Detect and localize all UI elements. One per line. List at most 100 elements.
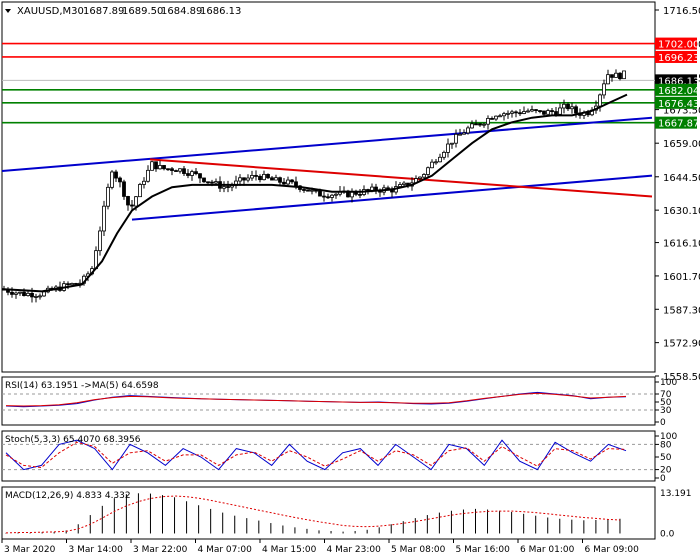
macd-label: MACD(12,26,9) 4.833 4.332 xyxy=(5,491,131,501)
candle-body xyxy=(162,165,166,170)
candle-body xyxy=(258,175,262,181)
candle-body xyxy=(194,171,198,175)
level-tag xyxy=(655,96,697,109)
axis-tick-label: 70 xyxy=(660,390,672,400)
time-tick-label: 3 Mar 22:00 xyxy=(133,545,188,555)
candle-body xyxy=(246,177,250,181)
level-tag xyxy=(655,37,697,50)
candle-body xyxy=(498,115,502,118)
candle-body xyxy=(322,195,326,198)
candle-body xyxy=(110,171,114,188)
price-tick-label: 1630.10 xyxy=(663,206,700,217)
candle-body xyxy=(402,182,406,185)
level-tag xyxy=(655,74,697,87)
candle-body xyxy=(26,292,30,297)
candle-body xyxy=(566,103,570,110)
rsi-lines xyxy=(5,391,627,408)
level-tag-label: 1682.04 xyxy=(658,86,699,97)
candle-body xyxy=(198,173,202,179)
level-tag xyxy=(655,83,697,96)
price-tick-label: 1558.50 xyxy=(663,372,700,383)
level-tag-label: 1667.87 xyxy=(658,119,699,130)
candle-body xyxy=(138,184,142,198)
candle-body xyxy=(446,143,450,153)
candle-body xyxy=(14,292,18,295)
candle-body xyxy=(438,156,442,163)
rsi-label: RSI(14) 63.1951 ->MA(5) 64.6598 xyxy=(5,381,159,391)
price-tick-label: 1673.50 xyxy=(663,106,700,117)
candle-body xyxy=(386,187,390,190)
candle-body xyxy=(206,181,210,184)
axis-tick-label: 80 xyxy=(660,440,672,450)
macd-signal-line xyxy=(5,495,621,534)
axis-tick-label: 0.0 xyxy=(660,529,675,539)
price-tick-label: 1644.50 xyxy=(663,173,700,184)
candle-body xyxy=(302,189,306,191)
candle-body xyxy=(202,177,206,183)
candle-body xyxy=(126,196,130,206)
candle-body xyxy=(514,111,518,114)
candle-body xyxy=(502,113,506,117)
ohlc-high: 1689.50 xyxy=(122,6,163,17)
candle-body xyxy=(458,133,462,136)
level-tag-label: 1696.23 xyxy=(658,53,699,64)
chart-header: XAUUSD,M30 1687.89 1689.50 1684.89 1686.… xyxy=(5,6,241,17)
candle-body xyxy=(142,180,146,185)
candle-body xyxy=(286,179,290,185)
panel-frame xyxy=(1,376,656,426)
time-tick-label: 5 Mar 16:00 xyxy=(456,545,511,555)
price-tick-label: 1616.10 xyxy=(663,239,700,250)
time-tick-label: 4 Mar 07:00 xyxy=(198,545,253,555)
candle-body xyxy=(494,115,498,120)
candle-body xyxy=(278,177,282,183)
candle-body xyxy=(426,167,430,175)
candle-body xyxy=(34,296,38,298)
candle-body xyxy=(38,295,42,298)
candle-body xyxy=(30,292,34,298)
time-tick-label: 3 Mar 2020 xyxy=(4,545,56,555)
trendline xyxy=(1,116,653,172)
price-tick-label: 1587.30 xyxy=(663,305,700,316)
macd-axis: 13.191 0.0 xyxy=(660,489,692,539)
candle-body xyxy=(614,72,618,78)
candle-body xyxy=(114,171,118,179)
level-tag-label: 1702.00 xyxy=(658,40,699,51)
candle-body xyxy=(442,151,446,158)
trendline xyxy=(131,174,653,221)
price-tick-label: 1572.90 xyxy=(663,339,700,350)
candle-body xyxy=(522,111,526,114)
candle-body xyxy=(174,170,178,172)
trendline xyxy=(149,158,653,198)
panel-frame xyxy=(1,1,656,373)
candle-body xyxy=(450,142,454,145)
candle-body xyxy=(610,74,614,78)
candle-body xyxy=(538,110,542,112)
candle-body xyxy=(118,177,122,183)
candle-body xyxy=(70,283,74,286)
series-line xyxy=(5,392,627,407)
candle-body xyxy=(330,194,334,198)
candle-body xyxy=(214,181,218,184)
dropdown-triangle-icon[interactable] xyxy=(5,9,11,13)
candle-body xyxy=(334,193,338,196)
candle-body xyxy=(122,181,126,197)
candle-body xyxy=(186,173,190,176)
candle-body xyxy=(466,127,470,134)
candle-body xyxy=(546,110,550,115)
candle-body xyxy=(518,112,522,115)
candle-body xyxy=(486,118,490,125)
candle-body xyxy=(250,175,254,179)
series-line xyxy=(5,441,627,469)
axis-tick-label: 50 xyxy=(660,453,672,463)
candle-body xyxy=(178,168,182,172)
candle-body xyxy=(130,204,134,207)
axis-tick-label: 50 xyxy=(660,398,672,408)
trendlines xyxy=(1,116,653,221)
candle-body xyxy=(454,133,458,144)
level-tag-label: 1676.43 xyxy=(658,99,699,110)
candle-body xyxy=(398,184,402,187)
candle-body xyxy=(66,283,70,286)
candle-body xyxy=(266,173,270,179)
